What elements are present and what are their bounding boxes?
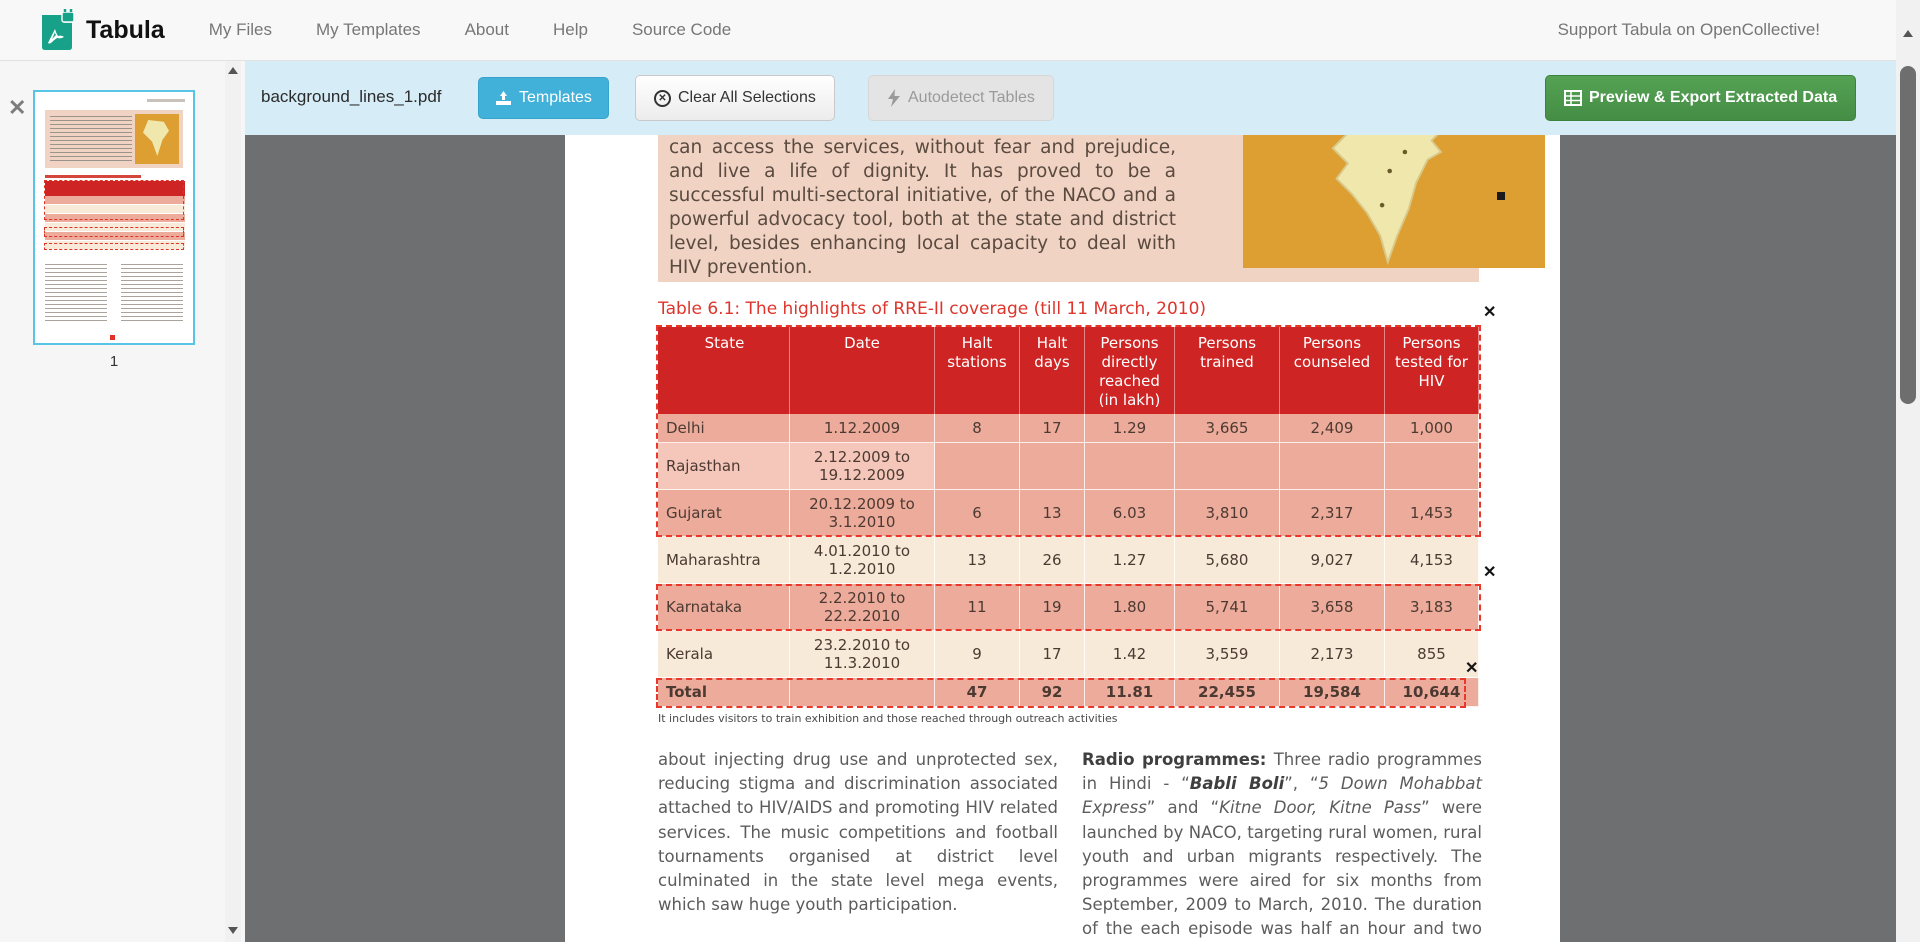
templates-button-label: Templates: [519, 89, 592, 106]
clear-all-selections-button[interactable]: ✕ Clear All Selections: [635, 75, 835, 121]
brand-title[interactable]: Tabula: [86, 15, 165, 44]
toolbar: background_lines_1.pdf Templates ✕ Clear…: [245, 61, 1896, 135]
header-date: Date: [790, 327, 935, 414]
scroll-up-icon[interactable]: [228, 67, 238, 74]
delete-selection-1-icon[interactable]: ✕: [1483, 304, 1497, 321]
pdf-viewer-canvas[interactable]: can access the services, without fear an…: [245, 135, 1896, 942]
page-thumbnail-sidebar: ✕ 1: [0, 61, 245, 942]
map-legend-marker: [1497, 192, 1505, 200]
lightning-icon: [888, 89, 900, 107]
nav-about[interactable]: About: [464, 20, 509, 39]
header-state: State: [658, 327, 790, 414]
table-row: Maharashtra 4.01.2010 to 1.2.2010 13 26 …: [658, 537, 1479, 584]
preview-export-button[interactable]: Preview & Export Extracted Data: [1545, 75, 1857, 121]
clear-button-label: Clear All Selections: [678, 89, 816, 106]
table-footnote: It includes visitors to train exhibition…: [658, 712, 1118, 725]
window-scrollbar[interactable]: [1896, 0, 1920, 942]
clear-icon: ✕: [654, 89, 671, 107]
thumb-right-column: [121, 264, 183, 324]
scroll-down-icon[interactable]: [228, 927, 238, 934]
table-header-row: State Date Halt stations Halt days Perso…: [658, 327, 1479, 414]
delete-selection-2-icon[interactable]: ✕: [1483, 564, 1497, 581]
header-persons-trained: Persons trained: [1175, 327, 1280, 414]
table-row: Gujarat 20.12.2009 to 3.1.2010 6 13 6.03…: [658, 490, 1479, 537]
pdf-page[interactable]: can access the services, without fear an…: [565, 135, 1560, 942]
table-row: Rajasthan 2.12.2009 to 19.12.2009: [658, 443, 1479, 490]
body-text-right-column: Radio programmes: Three radio programmes…: [1082, 750, 1482, 939]
table-selection-3[interactable]: [656, 678, 1466, 708]
header-halt-stations: Halt stations: [935, 327, 1020, 414]
nav-source-code[interactable]: Source Code: [631, 20, 732, 39]
autodetect-button-label: Autodetect Tables: [908, 89, 1035, 106]
table-icon: [1564, 90, 1582, 106]
thumb-table: [44, 180, 185, 250]
remove-page-icon[interactable]: ✕: [8, 95, 27, 120]
support-link[interactable]: Support Tabula on OpenCollective!: [1557, 20, 1820, 39]
header-persons-tested: Persons tested for HIV: [1385, 327, 1479, 414]
thumb-selection-2: [44, 227, 184, 237]
table-selection-2[interactable]: [656, 584, 1481, 631]
header-halt-days: Halt days: [1020, 327, 1085, 414]
nav-my-files[interactable]: My Files: [208, 20, 272, 39]
table-title: Table 6.1: The highlights of RRE-II cove…: [658, 299, 1207, 319]
thumb-india-shape: [143, 120, 169, 156]
thumb-table-title: [45, 175, 141, 178]
export-button-label: Preview & Export Extracted Data: [1589, 89, 1838, 106]
nav-my-templates[interactable]: My Templates: [316, 20, 421, 39]
thumb-table-header: [45, 181, 185, 196]
delete-selection-3-icon[interactable]: ✕: [1465, 660, 1479, 677]
autodetect-tables-button[interactable]: Autodetect Tables: [868, 75, 1054, 121]
thumb-left-column: [45, 264, 107, 324]
navbar: Tabula My Files My Templates About Help …: [0, 0, 1920, 61]
table-row: Delhi 1.12.2009 8 17 1.29 3,665 2,409 1,…: [658, 414, 1479, 443]
templates-button[interactable]: Templates: [478, 77, 609, 119]
page-number-label: 1: [109, 353, 119, 370]
thumb-selection-1: [44, 180, 184, 220]
india-map: [1243, 135, 1545, 268]
scrollbar-thumb[interactable]: [1900, 66, 1916, 404]
thumb-intro-textlines: [50, 116, 132, 162]
nav-help[interactable]: Help: [553, 20, 588, 39]
tabula-logo: [42, 9, 75, 50]
thumb-header-textline: [147, 99, 185, 102]
table-row: Kerala 23.2.2010 to 11.3.2010 9 17 1.42 …: [658, 631, 1479, 678]
table-total-row: Total 47 92 11.81 22,455 19,584 10,644: [658, 678, 1479, 707]
page-1-thumbnail[interactable]: [33, 90, 195, 345]
data-table: State Date Halt stations Halt days Perso…: [658, 327, 1479, 707]
thumb-selection-mark: [110, 335, 115, 340]
templates-icon: [496, 90, 511, 105]
body-text-left-column: about injecting drug use and unprotected…: [658, 750, 1058, 915]
sidebar-scrollbar[interactable]: [225, 61, 241, 942]
india-map-shape: [1331, 135, 1443, 266]
thumb-table-rows: [45, 196, 185, 249]
scroll-up-icon[interactable]: [1903, 30, 1913, 37]
radio-programmes-heading: Radio programmes:: [1082, 750, 1274, 769]
intro-paragraph-block: can access the services, without fear an…: [658, 135, 1545, 282]
thumb-intro-block: [45, 110, 183, 168]
header-persons-reached: Persons directly reached (in lakh): [1085, 327, 1175, 414]
thumb-selection-3: [44, 243, 184, 250]
header-persons-counseled: Persons counseled: [1280, 327, 1385, 414]
document-filename: background_lines_1.pdf: [261, 87, 442, 106]
intro-paragraph: can access the services, without fear an…: [669, 137, 1176, 278]
table-selection-1[interactable]: [656, 325, 1481, 537]
thumb-map: [135, 114, 179, 164]
